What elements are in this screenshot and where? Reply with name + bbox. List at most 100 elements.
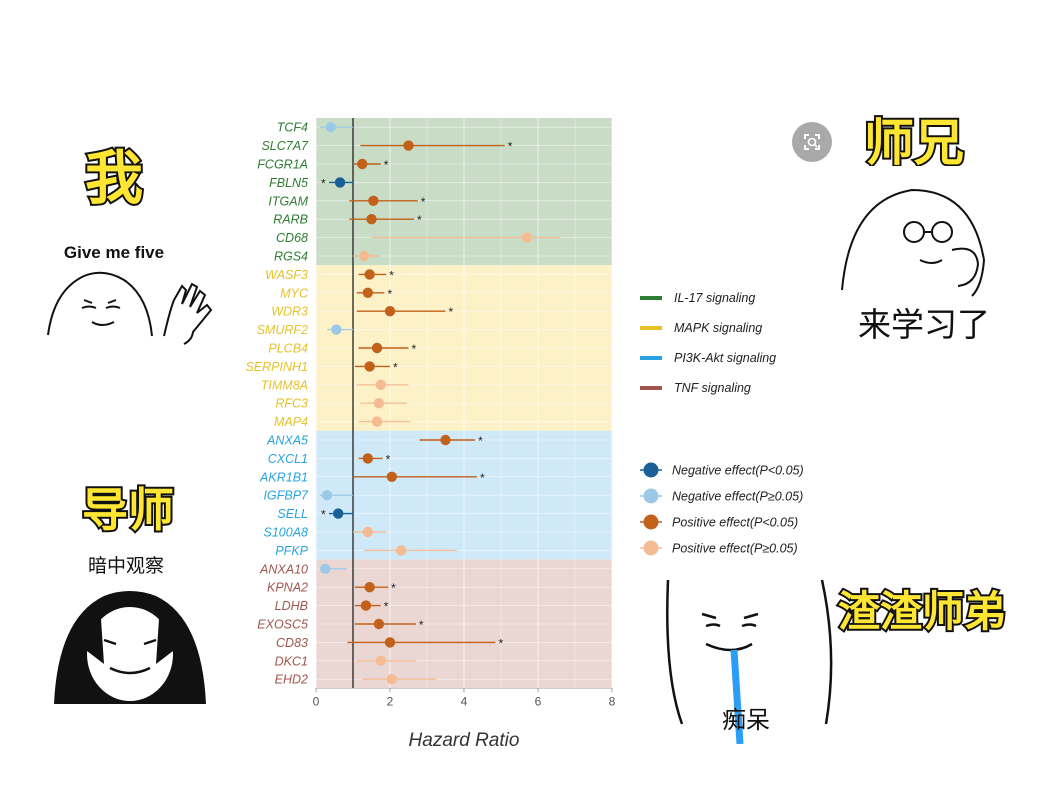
hr-point — [321, 490, 333, 501]
gene-label: PLCB4 — [268, 342, 308, 356]
visual-search-button[interactable] — [792, 122, 832, 162]
meme-junior-caption: 痴呆 — [722, 707, 770, 734]
gene-label: TCF4 — [277, 121, 308, 135]
hr-point — [384, 306, 396, 317]
hr-point — [364, 582, 375, 593]
hr-point — [368, 195, 379, 206]
gene-label: SMURF2 — [257, 323, 308, 337]
x-axis-ticks: 0 2 4 6 8 — [313, 688, 616, 708]
hr-point — [362, 526, 373, 538]
hr-point — [373, 618, 385, 630]
gene-label: PFKP — [275, 544, 308, 558]
legend-label: PI3K-Akt signaling — [674, 351, 776, 365]
meme-senior-face-icon — [841, 188, 986, 297]
gene-label: CXCL1 — [268, 452, 308, 466]
hr-point — [386, 674, 398, 685]
gene-label: ANXA10 — [259, 562, 308, 576]
significance-star: * — [389, 268, 394, 282]
significance-star: * — [386, 452, 391, 466]
gene-labels: TCF4 SLC7A7 FCGR1A FBLN5 ITGAM RARB CD68 RGS4 WA… — [245, 121, 309, 687]
x-axis-title: Hazard Ratio — [409, 730, 520, 751]
significance-star: * — [480, 471, 485, 485]
legend-label: TNF signaling — [674, 381, 751, 395]
gene-label: DKC1 — [275, 654, 308, 668]
x-tick-label: 2 — [387, 694, 394, 708]
x-tick-label: 6 — [535, 694, 542, 708]
hr-point — [364, 361, 375, 372]
gene-label: EXOSC5 — [257, 618, 308, 632]
hr-point — [362, 287, 373, 298]
gene-label: WDR3 — [271, 305, 308, 319]
gene-label: ANXA5 — [266, 434, 308, 448]
legend-swatch — [640, 356, 662, 360]
hr-point — [358, 250, 370, 262]
hr-point — [403, 140, 414, 151]
meme-advisor-title: 导师 — [82, 484, 174, 536]
legend-effect-dot — [643, 488, 659, 504]
legend-effect-dot — [643, 514, 659, 530]
hr-point — [395, 545, 407, 556]
significance-star: * — [321, 176, 326, 190]
legend-label: MAPK signaling — [674, 321, 762, 335]
significance-star: * — [384, 158, 389, 172]
meme-junior-title: 渣渣师弟 — [838, 588, 1006, 635]
gene-label: EHD2 — [275, 673, 308, 687]
significance-star: * — [412, 342, 417, 356]
gene-label: MYC — [280, 286, 309, 300]
legend-effect-label: Negative effect(P<0.05) — [672, 464, 804, 478]
gene-label: LDHB — [275, 599, 308, 613]
legend-effect-label: Positive effect(P≥0.05) — [672, 542, 798, 556]
gene-label: CD83 — [276, 636, 308, 650]
gene-label: SELL — [277, 507, 308, 521]
forest-plot-card: * * * * * * * * * * * * * * * * * * TCF4 SLC7A7 FCGR1A FBLN5… — [198, 108, 846, 756]
gene-label: MAP4 — [274, 415, 308, 429]
visual-search-icon — [804, 134, 820, 150]
gene-label: ITGAM — [268, 194, 308, 208]
hr-point — [375, 655, 386, 666]
significance-stars: ****************** — [321, 140, 513, 651]
significance-star: * — [508, 140, 513, 154]
meme-me-face-icon — [47, 271, 213, 345]
legend-swatch — [640, 386, 662, 390]
gene-label: WASF3 — [265, 268, 308, 282]
significance-star: * — [478, 434, 483, 448]
gene-label: SLC7A7 — [261, 139, 309, 153]
x-tick-label: 0 — [313, 694, 320, 708]
meme-me-panel — [46, 214, 214, 380]
hr-point — [371, 416, 383, 427]
meme-advisor: 导师 暗中观察 — [44, 468, 216, 708]
hr-point — [521, 232, 533, 243]
x-tick-label: 8 — [609, 694, 616, 708]
gene-label: RGS4 — [274, 250, 308, 264]
hr-point — [360, 600, 372, 611]
meme-me-title: 我 — [85, 146, 143, 211]
hr-point — [331, 324, 342, 335]
hazard-ratio-points — [320, 122, 533, 685]
forest-plot: ****************** TCF4SLC7A7FCGR1AFBLN5… — [245, 118, 804, 751]
legend-swatch — [640, 296, 662, 300]
hr-point — [320, 563, 331, 574]
significance-star: * — [391, 581, 396, 595]
significance-star: * — [384, 600, 389, 614]
significance-star: * — [449, 305, 454, 319]
hr-point — [440, 434, 451, 446]
gene-label: RARB — [273, 213, 308, 227]
meme-senior-caption: 来学习了 — [858, 306, 990, 343]
pathway-legend: IL-17 signaling MAPK signaling PI3K-Akt si… — [640, 291, 776, 395]
gene-label: IGFBP7 — [264, 489, 310, 503]
meme-junior: 痴呆 渣渣师弟 — [662, 574, 1010, 745]
meme-me-caption: Give me five — [64, 243, 164, 262]
hr-point — [334, 177, 346, 188]
gene-label: SERPINH1 — [245, 360, 308, 374]
meme-me: 我 Give me five — [44, 140, 214, 380]
legend-effect-dot — [643, 462, 659, 478]
significance-star: * — [417, 213, 422, 227]
meme-junior-panel — [662, 574, 834, 744]
hr-point — [384, 637, 396, 648]
meme-senior-panel — [832, 166, 1018, 344]
gene-label: TIMM8A — [261, 378, 308, 392]
gene-label: FBLN5 — [269, 176, 308, 190]
x-tick-label: 4 — [461, 694, 468, 708]
gene-label: S100A8 — [264, 526, 309, 540]
hr-point — [362, 453, 373, 464]
